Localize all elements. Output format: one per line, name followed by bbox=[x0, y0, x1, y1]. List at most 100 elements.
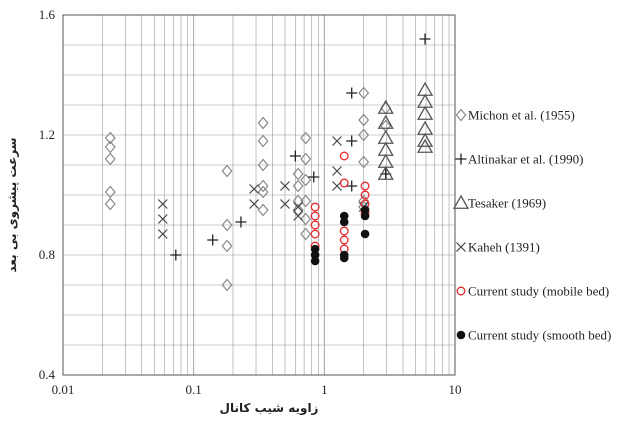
legend-label: Altinakar et al. (1990) bbox=[468, 152, 584, 167]
legend-label: Current study (mobile bed) bbox=[468, 284, 609, 299]
y-tick-label: 0.8 bbox=[39, 247, 55, 262]
grid-lines bbox=[62, 15, 455, 375]
data-point bbox=[416, 81, 434, 96]
data-point bbox=[280, 181, 290, 191]
data-point bbox=[300, 173, 312, 187]
data-point bbox=[332, 136, 342, 146]
series-1 bbox=[170, 33, 431, 261]
data-point bbox=[104, 152, 116, 166]
data-point bbox=[416, 105, 434, 120]
legend-label: Kaheh (1391) bbox=[468, 240, 540, 255]
x-tick-label: 0.01 bbox=[52, 382, 75, 397]
data-point bbox=[377, 165, 394, 180]
data-point bbox=[104, 185, 116, 199]
data-point bbox=[339, 178, 349, 188]
data-point bbox=[416, 93, 434, 108]
y-axis-title: سرعت پیشروی بی بعد bbox=[5, 137, 20, 272]
data-point bbox=[310, 256, 320, 266]
data-point bbox=[358, 128, 370, 142]
data-point bbox=[360, 181, 370, 191]
data-point bbox=[221, 278, 233, 292]
data-point bbox=[157, 214, 168, 224]
data-point bbox=[157, 229, 168, 239]
series-5 bbox=[310, 205, 370, 266]
data-point bbox=[377, 153, 394, 168]
y-axis: 0.4 0.8 1.2 1.6 bbox=[39, 7, 56, 382]
legend-label: Current study (smooth bed) bbox=[468, 328, 611, 343]
data-point bbox=[104, 131, 116, 145]
data-point bbox=[419, 33, 431, 45]
data-point bbox=[257, 185, 269, 199]
data-point bbox=[346, 180, 358, 192]
data-point bbox=[358, 86, 370, 100]
x-tick-label: 1 bbox=[321, 382, 328, 397]
data-point bbox=[257, 179, 269, 193]
data-point bbox=[221, 218, 233, 232]
data-point bbox=[257, 158, 269, 172]
data-point bbox=[221, 239, 233, 253]
data-point bbox=[207, 234, 219, 246]
data-point bbox=[292, 167, 304, 181]
data-point bbox=[339, 151, 349, 161]
data-point bbox=[360, 229, 370, 239]
legend-marker bbox=[456, 242, 466, 252]
data-point bbox=[310, 229, 320, 239]
data-point bbox=[235, 216, 247, 228]
data-point bbox=[257, 134, 269, 148]
data-point bbox=[360, 190, 370, 200]
x-tick-label: 10 bbox=[449, 382, 462, 397]
data-point bbox=[300, 227, 312, 241]
data-point bbox=[300, 194, 312, 208]
data-point bbox=[300, 212, 312, 226]
data-point bbox=[358, 155, 370, 169]
x-axis-title: زاویه شیب کانال bbox=[220, 401, 319, 416]
data-point bbox=[416, 120, 434, 135]
data-point bbox=[332, 166, 342, 176]
data-point bbox=[257, 203, 269, 217]
data-point bbox=[360, 211, 370, 221]
data-point bbox=[308, 171, 320, 183]
data-point bbox=[377, 129, 394, 144]
data-point bbox=[170, 249, 182, 261]
data-point bbox=[346, 135, 358, 147]
data-point bbox=[310, 211, 320, 221]
data-point bbox=[293, 211, 304, 221]
data-point bbox=[377, 141, 394, 156]
data-point bbox=[346, 87, 358, 99]
legend-label: Tesaker (1969) bbox=[468, 196, 546, 211]
data-point bbox=[104, 140, 116, 154]
data-point bbox=[339, 226, 349, 236]
data-point bbox=[377, 99, 394, 114]
y-tick-label: 0.4 bbox=[39, 367, 56, 382]
data-point bbox=[339, 253, 349, 263]
data-point bbox=[377, 114, 394, 129]
legend-marker bbox=[455, 153, 467, 165]
x-axis: 0.01 0.1 1 10 bbox=[52, 382, 462, 397]
data-point bbox=[249, 184, 260, 194]
data-point bbox=[339, 235, 349, 245]
data-point bbox=[249, 199, 260, 209]
data-point bbox=[300, 152, 312, 166]
data-point bbox=[300, 131, 312, 145]
data-point bbox=[310, 202, 320, 212]
data-point bbox=[416, 138, 434, 153]
plot-area bbox=[62, 14, 456, 376]
legend: Michon et al. (1955) Altinakar et al. (19… bbox=[452, 108, 611, 343]
legend-marker bbox=[452, 194, 470, 209]
data-point bbox=[310, 220, 320, 230]
data-point bbox=[221, 164, 233, 178]
data-point bbox=[293, 202, 304, 212]
y-tick-label: 1.6 bbox=[39, 7, 56, 22]
x-tick-label: 0.1 bbox=[186, 382, 202, 397]
y-tick-label: 1.2 bbox=[39, 127, 55, 142]
legend-marker bbox=[456, 286, 466, 296]
data-point bbox=[280, 199, 290, 209]
data-point bbox=[289, 150, 301, 162]
data-points bbox=[104, 33, 434, 292]
data-point bbox=[157, 199, 168, 209]
data-point bbox=[292, 179, 304, 193]
legend-marker bbox=[455, 108, 467, 122]
data-point bbox=[416, 132, 434, 147]
data-point bbox=[339, 217, 349, 227]
